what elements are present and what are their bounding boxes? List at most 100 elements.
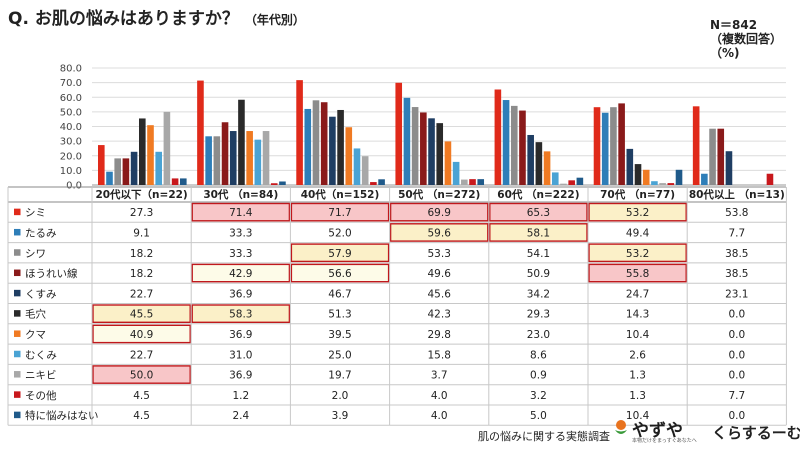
- table-cell-value: 33.3: [229, 227, 252, 239]
- y-tick-label: 70.0: [60, 78, 82, 89]
- y-tick-label: 80.0: [60, 64, 82, 75]
- table-cell-value: 4.0: [431, 390, 448, 402]
- table-cell-value: 0.0: [728, 349, 745, 361]
- y-tick-label: 0.0: [66, 181, 82, 192]
- bar: [675, 169, 683, 185]
- bar: [147, 125, 154, 185]
- bar: [568, 180, 575, 185]
- legend-label: 特に悩みはない: [25, 409, 99, 422]
- category-label: 40代（n=152): [301, 188, 380, 201]
- bar: [130, 151, 138, 185]
- legend-label: たるみ: [25, 227, 57, 239]
- table-cell-value: 0.9: [530, 370, 547, 382]
- table-cell-value: 42.3: [428, 309, 451, 321]
- legend-label: ニキビ: [25, 370, 57, 382]
- sample-size-box: N＝842 （複数回答） （%): [710, 18, 782, 60]
- bar: [353, 148, 361, 185]
- bar: [551, 172, 559, 185]
- bar: [403, 97, 411, 185]
- legend-swatch: [14, 371, 21, 378]
- table-cell-value: 25.0: [328, 349, 351, 361]
- table-cell-value: 49.4: [626, 227, 650, 239]
- bar: [642, 169, 650, 185]
- page-title: Q. お肌の悩みはありますか？ （年代別）: [8, 4, 305, 29]
- bar: [634, 164, 642, 185]
- table-cell-value: 4.5: [133, 410, 150, 422]
- table-cell-value: 71.7: [328, 207, 351, 219]
- table-cell-value: 0.0: [728, 370, 745, 382]
- bar: [197, 80, 204, 185]
- highlight-cell: [489, 202, 588, 222]
- legend-label: その他: [25, 389, 57, 402]
- bar: [709, 128, 716, 185]
- legend-label: ほうれい線: [25, 267, 78, 280]
- bar: [180, 178, 187, 185]
- highlight-cell: [588, 243, 687, 263]
- table-cell-value: 23.1: [725, 288, 748, 300]
- table-cell-value: 7.7: [728, 390, 745, 402]
- multiple-answer-note: （複数回答）: [709, 32, 782, 46]
- bar: [535, 142, 543, 185]
- legend-swatch: [14, 330, 21, 337]
- table-cell-value: 49.6: [428, 268, 452, 280]
- table-cell-value: 50.9: [527, 268, 550, 280]
- bar: [593, 107, 601, 185]
- table-cell-value: 18.2: [130, 248, 153, 260]
- bar: [477, 179, 485, 185]
- bar: [436, 123, 444, 185]
- table-cell-value: 0.0: [728, 309, 745, 321]
- table-cell-value: 2.4: [232, 410, 249, 422]
- table-cell-value: 45.6: [428, 288, 452, 300]
- table-cell-value: 69.9: [428, 207, 451, 219]
- bar: [576, 177, 584, 185]
- category-label: 50代 （n=272): [398, 188, 480, 201]
- sun-leaf-icon: [615, 420, 627, 434]
- bar: [171, 178, 179, 185]
- table-cell-value: 58.3: [229, 309, 252, 321]
- bar: [469, 179, 476, 185]
- bar: [626, 148, 634, 185]
- bar: [155, 151, 162, 185]
- bar: [361, 156, 369, 185]
- bar: [717, 128, 725, 185]
- legend-label: シワ: [25, 248, 46, 260]
- bar: [766, 173, 774, 185]
- bar: [378, 179, 385, 185]
- bar: [519, 110, 526, 185]
- table-cell-value: 24.7: [626, 288, 649, 300]
- bar: [543, 151, 551, 185]
- table-cell-value: 34.2: [527, 288, 550, 300]
- bar: [329, 116, 336, 185]
- bar: [296, 80, 303, 185]
- legend-swatch: [14, 249, 21, 256]
- brand-yazuya: やずや: [632, 421, 683, 441]
- bar: [221, 122, 229, 185]
- table-cell-value: 1.2: [232, 390, 249, 402]
- bar: [139, 118, 146, 185]
- bar: [610, 107, 617, 185]
- table-cell-value: 55.8: [626, 268, 649, 280]
- category-label: 70代 （n=77): [600, 188, 675, 201]
- bar: [229, 131, 237, 185]
- highlight-cell: [290, 263, 390, 283]
- table-cell-value: 10.4: [626, 410, 650, 422]
- bar: [163, 111, 171, 185]
- table-cell-value: 50.0: [130, 370, 153, 382]
- highlight-cell: [489, 223, 588, 242]
- table-cell-value: 36.9: [229, 370, 252, 382]
- highlight-cell: [290, 202, 390, 222]
- bar: [651, 181, 658, 185]
- y-tick-label: 10.0: [60, 166, 82, 177]
- highlight-cell: [191, 304, 291, 323]
- legend-swatch: [14, 411, 21, 419]
- table-cell-value: 33.3: [229, 248, 252, 260]
- table-cell-value: 53.8: [725, 207, 748, 219]
- bar: [337, 109, 344, 185]
- table-cell-value: 0.0: [728, 410, 745, 422]
- table-cell-value: 10.4: [626, 329, 650, 341]
- bar: [304, 108, 312, 185]
- brand-yazuya-tagline: 本物だけをまっすぐあなたへ: [632, 438, 697, 444]
- bar: [510, 105, 518, 185]
- table-cell-value: 27.3: [130, 207, 153, 219]
